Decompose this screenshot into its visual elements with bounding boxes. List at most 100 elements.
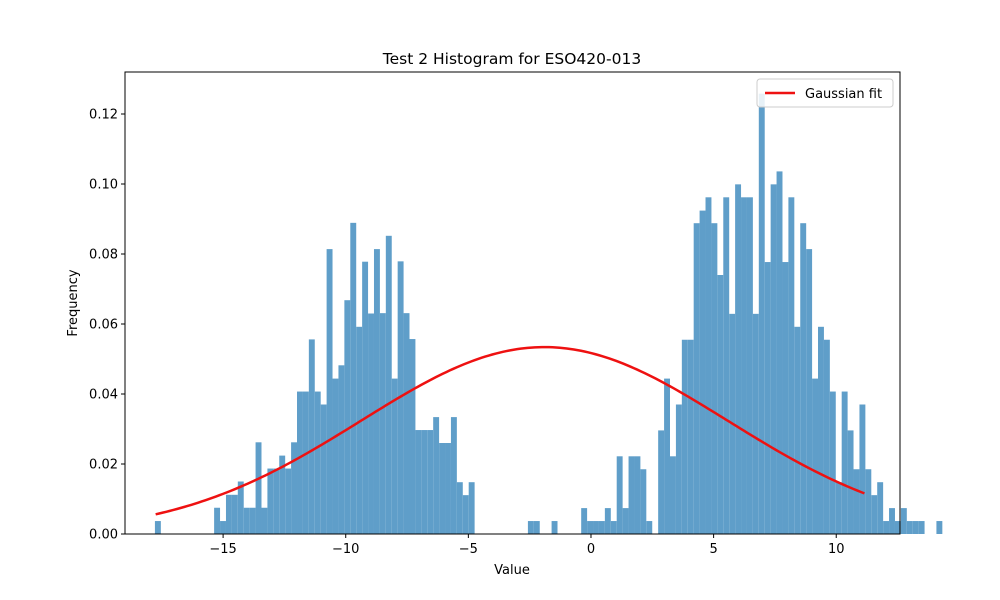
- y-axis-ticks: 0.00 0.02 0.04 0.06 0.08 0.10 0.12: [89, 108, 125, 543]
- histogram-bar: [800, 223, 807, 534]
- histogram-bar: [847, 430, 854, 534]
- histogram-bar: [338, 365, 345, 534]
- histogram-bar: [912, 521, 919, 534]
- histogram-bar: [445, 443, 451, 534]
- y-tick-label: 0.12: [89, 108, 118, 123]
- histogram-bar: [681, 339, 688, 534]
- histogram-bar: [687, 339, 694, 534]
- histogram-bar: [249, 507, 256, 534]
- histogram-bar: [664, 378, 670, 534]
- histogram-bar: [598, 521, 605, 534]
- histogram-bar: [758, 93, 765, 534]
- x-tick-label: −5: [459, 542, 478, 557]
- histogram-bar: [273, 468, 280, 534]
- histogram-bar: [225, 494, 232, 534]
- chart-title: Test 2 Histogram for ESO420-013: [382, 50, 641, 68]
- gaussian-fit-line: [155, 345, 865, 516]
- histogram-bar: [320, 404, 327, 534]
- x-tick-label: −15: [209, 542, 236, 557]
- y-axis-label: Frequency: [66, 269, 81, 336]
- histogram-bar: [670, 456, 676, 534]
- gaussian-fit-layer: [155, 345, 865, 516]
- histogram-bar: [587, 521, 594, 534]
- histogram-bar: [279, 455, 286, 534]
- histogram-bar: [314, 391, 321, 534]
- histogram-bar: [450, 417, 457, 534]
- histogram-bar: [741, 197, 747, 535]
- histogram-bar: [675, 404, 682, 534]
- y-tick-label: 0.00: [89, 528, 118, 543]
- histogram-bar: [231, 494, 238, 534]
- histogram-bar: [344, 300, 351, 534]
- histogram-bar: [711, 223, 718, 534]
- histogram-bar: [764, 262, 771, 534]
- histogram-bar: [551, 521, 558, 534]
- histogram-bar: [439, 443, 446, 534]
- histogram-bar: [646, 521, 653, 534]
- histogram-bar: [735, 184, 742, 534]
- histogram-bar: [841, 391, 848, 534]
- histogram-bar: [527, 521, 534, 534]
- x-tick-label: −10: [332, 542, 359, 557]
- legend-box: [756, 78, 894, 108]
- histogram-bar: [776, 171, 783, 534]
- histogram-bar: [379, 313, 386, 534]
- histogram-bar: [829, 391, 836, 534]
- histogram-bar: [302, 391, 309, 534]
- x-tick-label: 5: [709, 542, 717, 557]
- histogram-bar: [705, 197, 712, 535]
- histogram-bar: [326, 249, 333, 534]
- histogram-bar: [415, 430, 422, 534]
- histogram-bar: [433, 417, 440, 534]
- histogram-bar: [699, 210, 706, 534]
- histogram-bar: [421, 430, 428, 534]
- y-tick-label: 0.06: [89, 318, 118, 333]
- histogram-bar: [628, 456, 635, 534]
- histogram-bar: [906, 521, 913, 534]
- histogram-bar: [403, 313, 410, 534]
- histogram-bar: [468, 482, 475, 534]
- histogram-bar: [214, 507, 221, 534]
- histogram-bar: [373, 249, 380, 534]
- histogram-bar: [427, 430, 434, 534]
- histogram-bar: [859, 404, 866, 534]
- legend: Gaussian fit: [756, 78, 894, 108]
- histogram-bar: [308, 339, 315, 534]
- x-axis-label: Value: [494, 563, 530, 578]
- histogram-bar: [794, 326, 801, 534]
- x-tick-label: 10: [828, 542, 845, 557]
- histogram-bar: [894, 521, 901, 534]
- histogram-bar: [865, 469, 872, 534]
- y-tick-label: 0.04: [89, 388, 118, 403]
- histogram-bar: [746, 197, 753, 535]
- histogram-bar: [806, 249, 813, 534]
- histogram-bar: [391, 378, 398, 534]
- histogram-bar: [385, 235, 392, 535]
- histogram-bar: [462, 495, 469, 534]
- histogram-bar: [918, 521, 925, 534]
- histogram-bar: [788, 197, 795, 535]
- histogram-bar: [350, 222, 357, 534]
- plot-frame: [124, 71, 901, 535]
- legend-label: Gaussian fit: [805, 87, 882, 102]
- histogram-bar: [693, 223, 700, 534]
- histogram-bar: [752, 313, 759, 534]
- histogram-bar: [456, 482, 463, 534]
- histogram-bar: [332, 378, 339, 534]
- histogram-bar: [883, 521, 890, 534]
- histogram-bar: [593, 521, 599, 534]
- histogram-bar: [255, 442, 262, 534]
- histogram-bar: [409, 339, 416, 534]
- histogram-bar: [782, 262, 789, 534]
- histogram-bar: [261, 507, 268, 534]
- histogram-bar: [823, 339, 830, 534]
- histogram-bar: [770, 184, 777, 534]
- histogram-bar: [640, 469, 647, 534]
- histogram-bar: [610, 521, 617, 534]
- histogram-bar: [616, 456, 623, 534]
- histogram-bar: [936, 521, 943, 534]
- y-tick-label: 0.02: [89, 458, 118, 473]
- histogram-bar: [853, 469, 860, 534]
- histogram-bar: [285, 468, 292, 534]
- histogram-bar: [634, 456, 641, 534]
